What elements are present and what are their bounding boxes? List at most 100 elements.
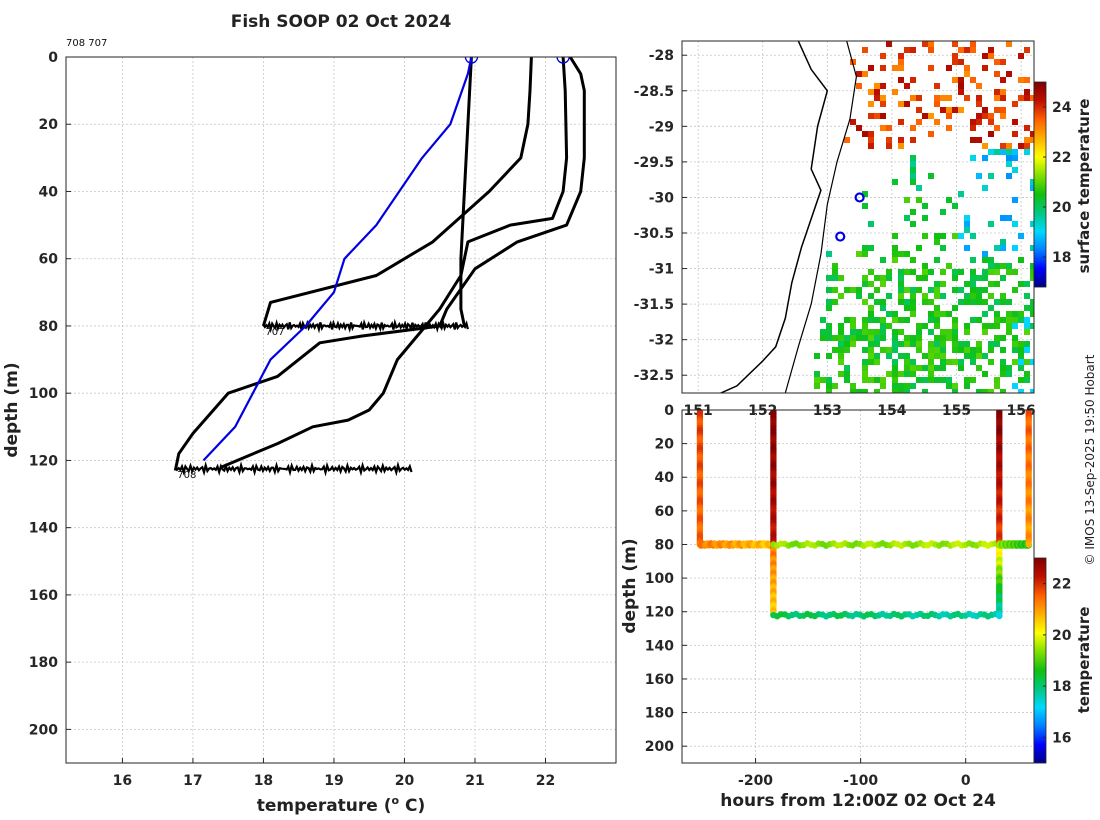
sst-pixel bbox=[898, 287, 904, 293]
sst-pixel bbox=[838, 353, 844, 359]
map-colorbar-tick-label: 24 bbox=[1052, 100, 1072, 116]
track-colorbar-band bbox=[1034, 716, 1046, 718]
track-colorbar-band bbox=[1034, 756, 1046, 758]
map-y-tick-label: -32.5 bbox=[634, 368, 674, 384]
sst-pixel bbox=[886, 41, 892, 47]
sst-pixel bbox=[976, 365, 982, 371]
track-colorbar-band bbox=[1034, 696, 1046, 698]
track-point bbox=[1025, 541, 1032, 548]
map-x-tick-label: 154 bbox=[877, 403, 906, 419]
sst-pixel bbox=[910, 359, 916, 365]
sst-pixel bbox=[958, 191, 964, 197]
sst-pixel bbox=[952, 317, 958, 323]
sst-pixel bbox=[892, 365, 898, 371]
map-colorbar-band bbox=[1034, 112, 1046, 114]
sst-pixel bbox=[988, 269, 994, 275]
sst-pixel bbox=[958, 347, 964, 353]
track-colorbar-band bbox=[1034, 687, 1046, 689]
map-colorbar-band bbox=[1034, 176, 1046, 178]
track-colorbar-band bbox=[1034, 633, 1046, 635]
sst-pixel bbox=[904, 197, 910, 203]
sst-pixel bbox=[1024, 95, 1030, 101]
track-colorbar-band bbox=[1034, 636, 1046, 638]
sst-pixel bbox=[976, 299, 982, 305]
sst-pixel bbox=[970, 155, 976, 161]
sst-pixel bbox=[976, 113, 982, 119]
sst-pixel bbox=[1024, 341, 1030, 347]
map-colorbar-band bbox=[1034, 235, 1046, 237]
map-colorbar-band bbox=[1034, 206, 1046, 208]
sst-pixel bbox=[934, 347, 940, 353]
track-colorbar-band bbox=[1034, 562, 1046, 564]
map-sst-pixels bbox=[814, 41, 1034, 393]
sst-pixel bbox=[1000, 89, 1006, 95]
sst-pixel bbox=[874, 377, 880, 383]
sst-pixel bbox=[964, 299, 970, 305]
sst-pixel bbox=[844, 137, 850, 143]
track-colorbar-band bbox=[1034, 734, 1046, 736]
sst-pixel bbox=[844, 371, 850, 377]
track-y-tick-label: 180 bbox=[645, 706, 674, 722]
sst-pixel bbox=[898, 383, 904, 389]
track-colorbar-band bbox=[1034, 742, 1046, 744]
sst-pixel bbox=[1024, 323, 1030, 329]
sst-pixel bbox=[1030, 311, 1034, 317]
sst-pixel bbox=[826, 287, 832, 293]
map-colorbar-band bbox=[1034, 201, 1046, 203]
map-colorbar-band bbox=[1034, 186, 1046, 188]
profiles-x-label: temperature (o C) bbox=[257, 794, 426, 816]
profiles-corner-label: 708 707 bbox=[66, 38, 107, 49]
track-colorbar-band bbox=[1034, 612, 1046, 614]
track-colorbar-band bbox=[1034, 579, 1046, 581]
sst-pixel bbox=[874, 359, 880, 365]
sst-pixel bbox=[982, 311, 988, 317]
sst-pixel bbox=[952, 335, 958, 341]
sst-pixel bbox=[952, 107, 958, 113]
track-colorbar-band bbox=[1034, 751, 1046, 753]
track-point bbox=[996, 611, 1003, 619]
track-colorbar-band bbox=[1034, 642, 1046, 644]
map-colorbar-band bbox=[1034, 130, 1046, 132]
track-colorbar-band bbox=[1034, 749, 1046, 751]
sst-pixel bbox=[1006, 161, 1012, 167]
sst-pixel bbox=[880, 347, 886, 353]
map-station-marker bbox=[835, 231, 846, 242]
sst-pixel bbox=[1000, 365, 1006, 371]
sst-pixel bbox=[898, 53, 904, 59]
sst-pixel bbox=[982, 185, 988, 191]
sst-pixel bbox=[856, 335, 862, 341]
track-colorbar-band bbox=[1034, 711, 1046, 713]
track-colorbar-band bbox=[1034, 714, 1046, 716]
sst-pixel bbox=[994, 149, 1000, 155]
map-y-tick-label: -29 bbox=[649, 119, 674, 135]
map-colorbar-band bbox=[1034, 166, 1046, 168]
track-colorbar-band bbox=[1034, 724, 1046, 726]
map-colorbar-band bbox=[1034, 196, 1046, 198]
sst-pixel bbox=[910, 179, 916, 185]
map-colorbar-band bbox=[1034, 256, 1046, 258]
track-colorbar-band bbox=[1034, 695, 1046, 697]
sst-pixel bbox=[1030, 269, 1034, 275]
track-colorbar-band bbox=[1034, 671, 1046, 673]
profiles-x-tick-label: 21 bbox=[465, 773, 484, 789]
track-colorbar-band bbox=[1034, 723, 1046, 725]
sst-pixel bbox=[982, 353, 988, 359]
map-colorbar-band bbox=[1034, 228, 1046, 230]
sst-pixel bbox=[910, 161, 916, 167]
track-x-tick-label: 0 bbox=[961, 773, 971, 789]
sst-pixel bbox=[970, 137, 976, 143]
profile-spike-line bbox=[174, 461, 413, 477]
sst-pixel bbox=[892, 89, 898, 95]
profile-line-current bbox=[202, 57, 473, 462]
sst-pixel bbox=[934, 311, 940, 317]
sst-pixel bbox=[910, 341, 916, 347]
sst-pixel bbox=[916, 377, 922, 383]
map-colorbar-band bbox=[1034, 104, 1046, 106]
track-colorbar-band bbox=[1034, 619, 1046, 621]
sst-pixel bbox=[880, 383, 886, 389]
track-colorbar-band bbox=[1034, 743, 1046, 745]
sst-pixel bbox=[1000, 263, 1006, 269]
sst-pixel bbox=[892, 371, 898, 377]
sst-pixel bbox=[982, 155, 988, 161]
